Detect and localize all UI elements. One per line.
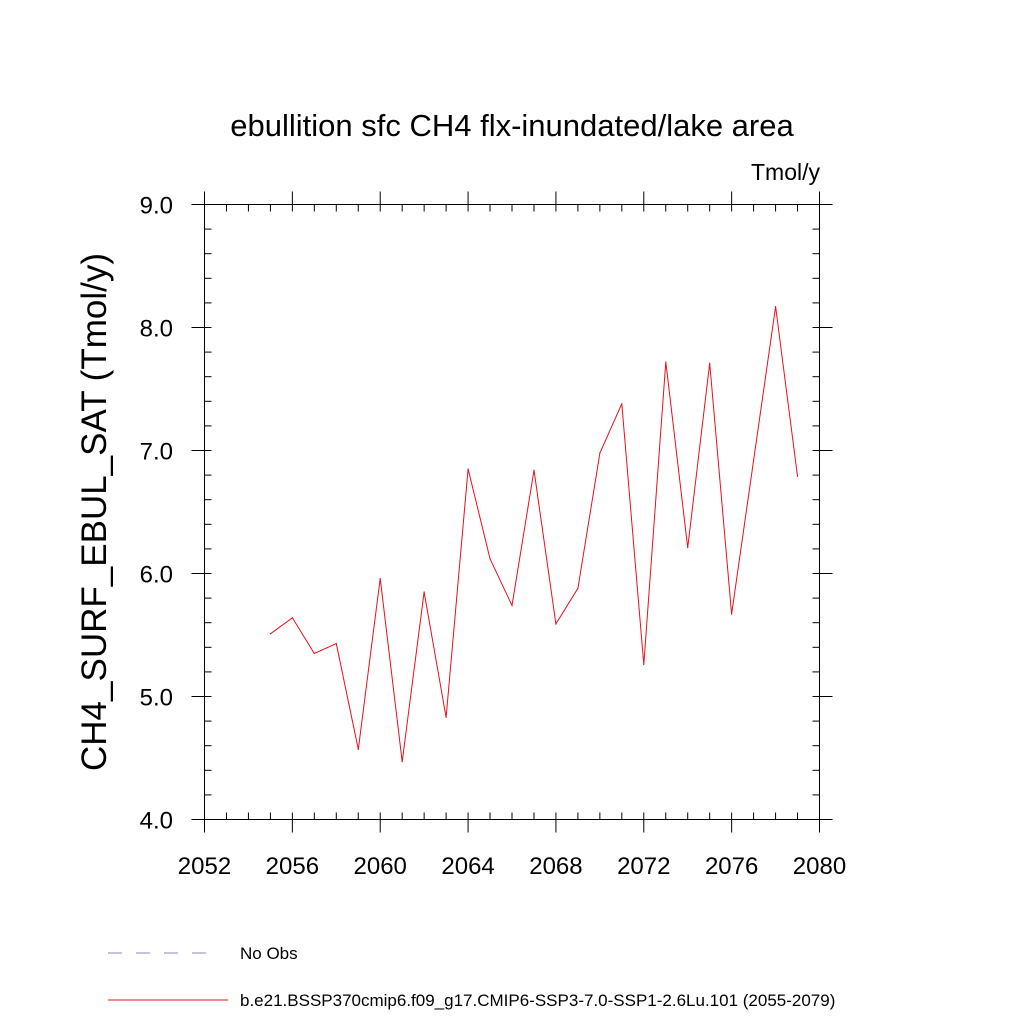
data-point bbox=[467, 468, 469, 470]
y-tick-label: 4.0 bbox=[140, 808, 173, 835]
minor-ticks bbox=[204, 204, 820, 820]
y-axis-label: CH4_SURF_EBUL_SAT (Tmol/y) bbox=[75, 253, 114, 771]
legend: No Obs b.e21.BSSP370cmip6.f09_g17.CMIP6-… bbox=[108, 944, 835, 1010]
data-point bbox=[577, 587, 579, 589]
data-point bbox=[489, 558, 491, 560]
data-point bbox=[709, 362, 711, 364]
y-tick-labels: 4.0 5.0 6.0 7.0 8.0 9.0 bbox=[140, 193, 173, 835]
legend-label-model-run: b.e21.BSSP370cmip6.f09_g17.CMIP6-SSP3-7.… bbox=[240, 991, 835, 1010]
data-point bbox=[643, 663, 645, 666]
x-tick-label: 2060 bbox=[354, 853, 407, 880]
y-tick-label: 6.0 bbox=[140, 562, 173, 589]
units-label: Tmol/y bbox=[751, 159, 821, 185]
major-ticks bbox=[191, 191, 833, 833]
data-point bbox=[379, 577, 381, 580]
data-point bbox=[335, 643, 337, 645]
y-tick-label: 7.0 bbox=[140, 439, 173, 466]
x-tick-label: 2072 bbox=[617, 853, 670, 880]
y-tick-label: 5.0 bbox=[140, 685, 173, 712]
series-group bbox=[269, 305, 799, 763]
x-tick-label: 2052 bbox=[178, 853, 231, 880]
x-tick-label: 2076 bbox=[705, 853, 758, 880]
data-point bbox=[269, 633, 271, 635]
x-tick-label: 2080 bbox=[793, 853, 846, 880]
x-tick-label: 2068 bbox=[529, 853, 582, 880]
data-point bbox=[533, 469, 535, 471]
data-point bbox=[621, 403, 623, 405]
data-point bbox=[687, 547, 689, 549]
series-line bbox=[270, 306, 798, 762]
y-tick-label: 8.0 bbox=[140, 316, 173, 343]
x-tick-label: 2056 bbox=[266, 853, 319, 880]
x-tick-labels: 2052 2056 2060 2064 2068 2072 2076 2080 bbox=[178, 853, 846, 880]
plot-frame bbox=[204, 204, 820, 820]
data-point bbox=[357, 748, 359, 750]
y-tick-label: 9.0 bbox=[140, 193, 173, 220]
legend-label-no-obs: No Obs bbox=[240, 944, 298, 963]
data-point bbox=[511, 604, 513, 607]
data-point bbox=[313, 652, 315, 655]
data-point bbox=[291, 617, 293, 619]
data-point bbox=[445, 716, 447, 719]
data-point bbox=[753, 459, 755, 461]
data-point bbox=[423, 591, 425, 593]
data-point bbox=[401, 761, 403, 763]
chart-title: ebullition sfc CH4 flx-inundated/lake ar… bbox=[230, 108, 794, 143]
data-point bbox=[555, 623, 557, 625]
data-point bbox=[731, 613, 733, 615]
data-point bbox=[796, 475, 799, 477]
data-point bbox=[599, 452, 601, 454]
x-tick-label: 2064 bbox=[441, 853, 494, 880]
data-point bbox=[774, 305, 777, 308]
data-point bbox=[665, 361, 667, 363]
